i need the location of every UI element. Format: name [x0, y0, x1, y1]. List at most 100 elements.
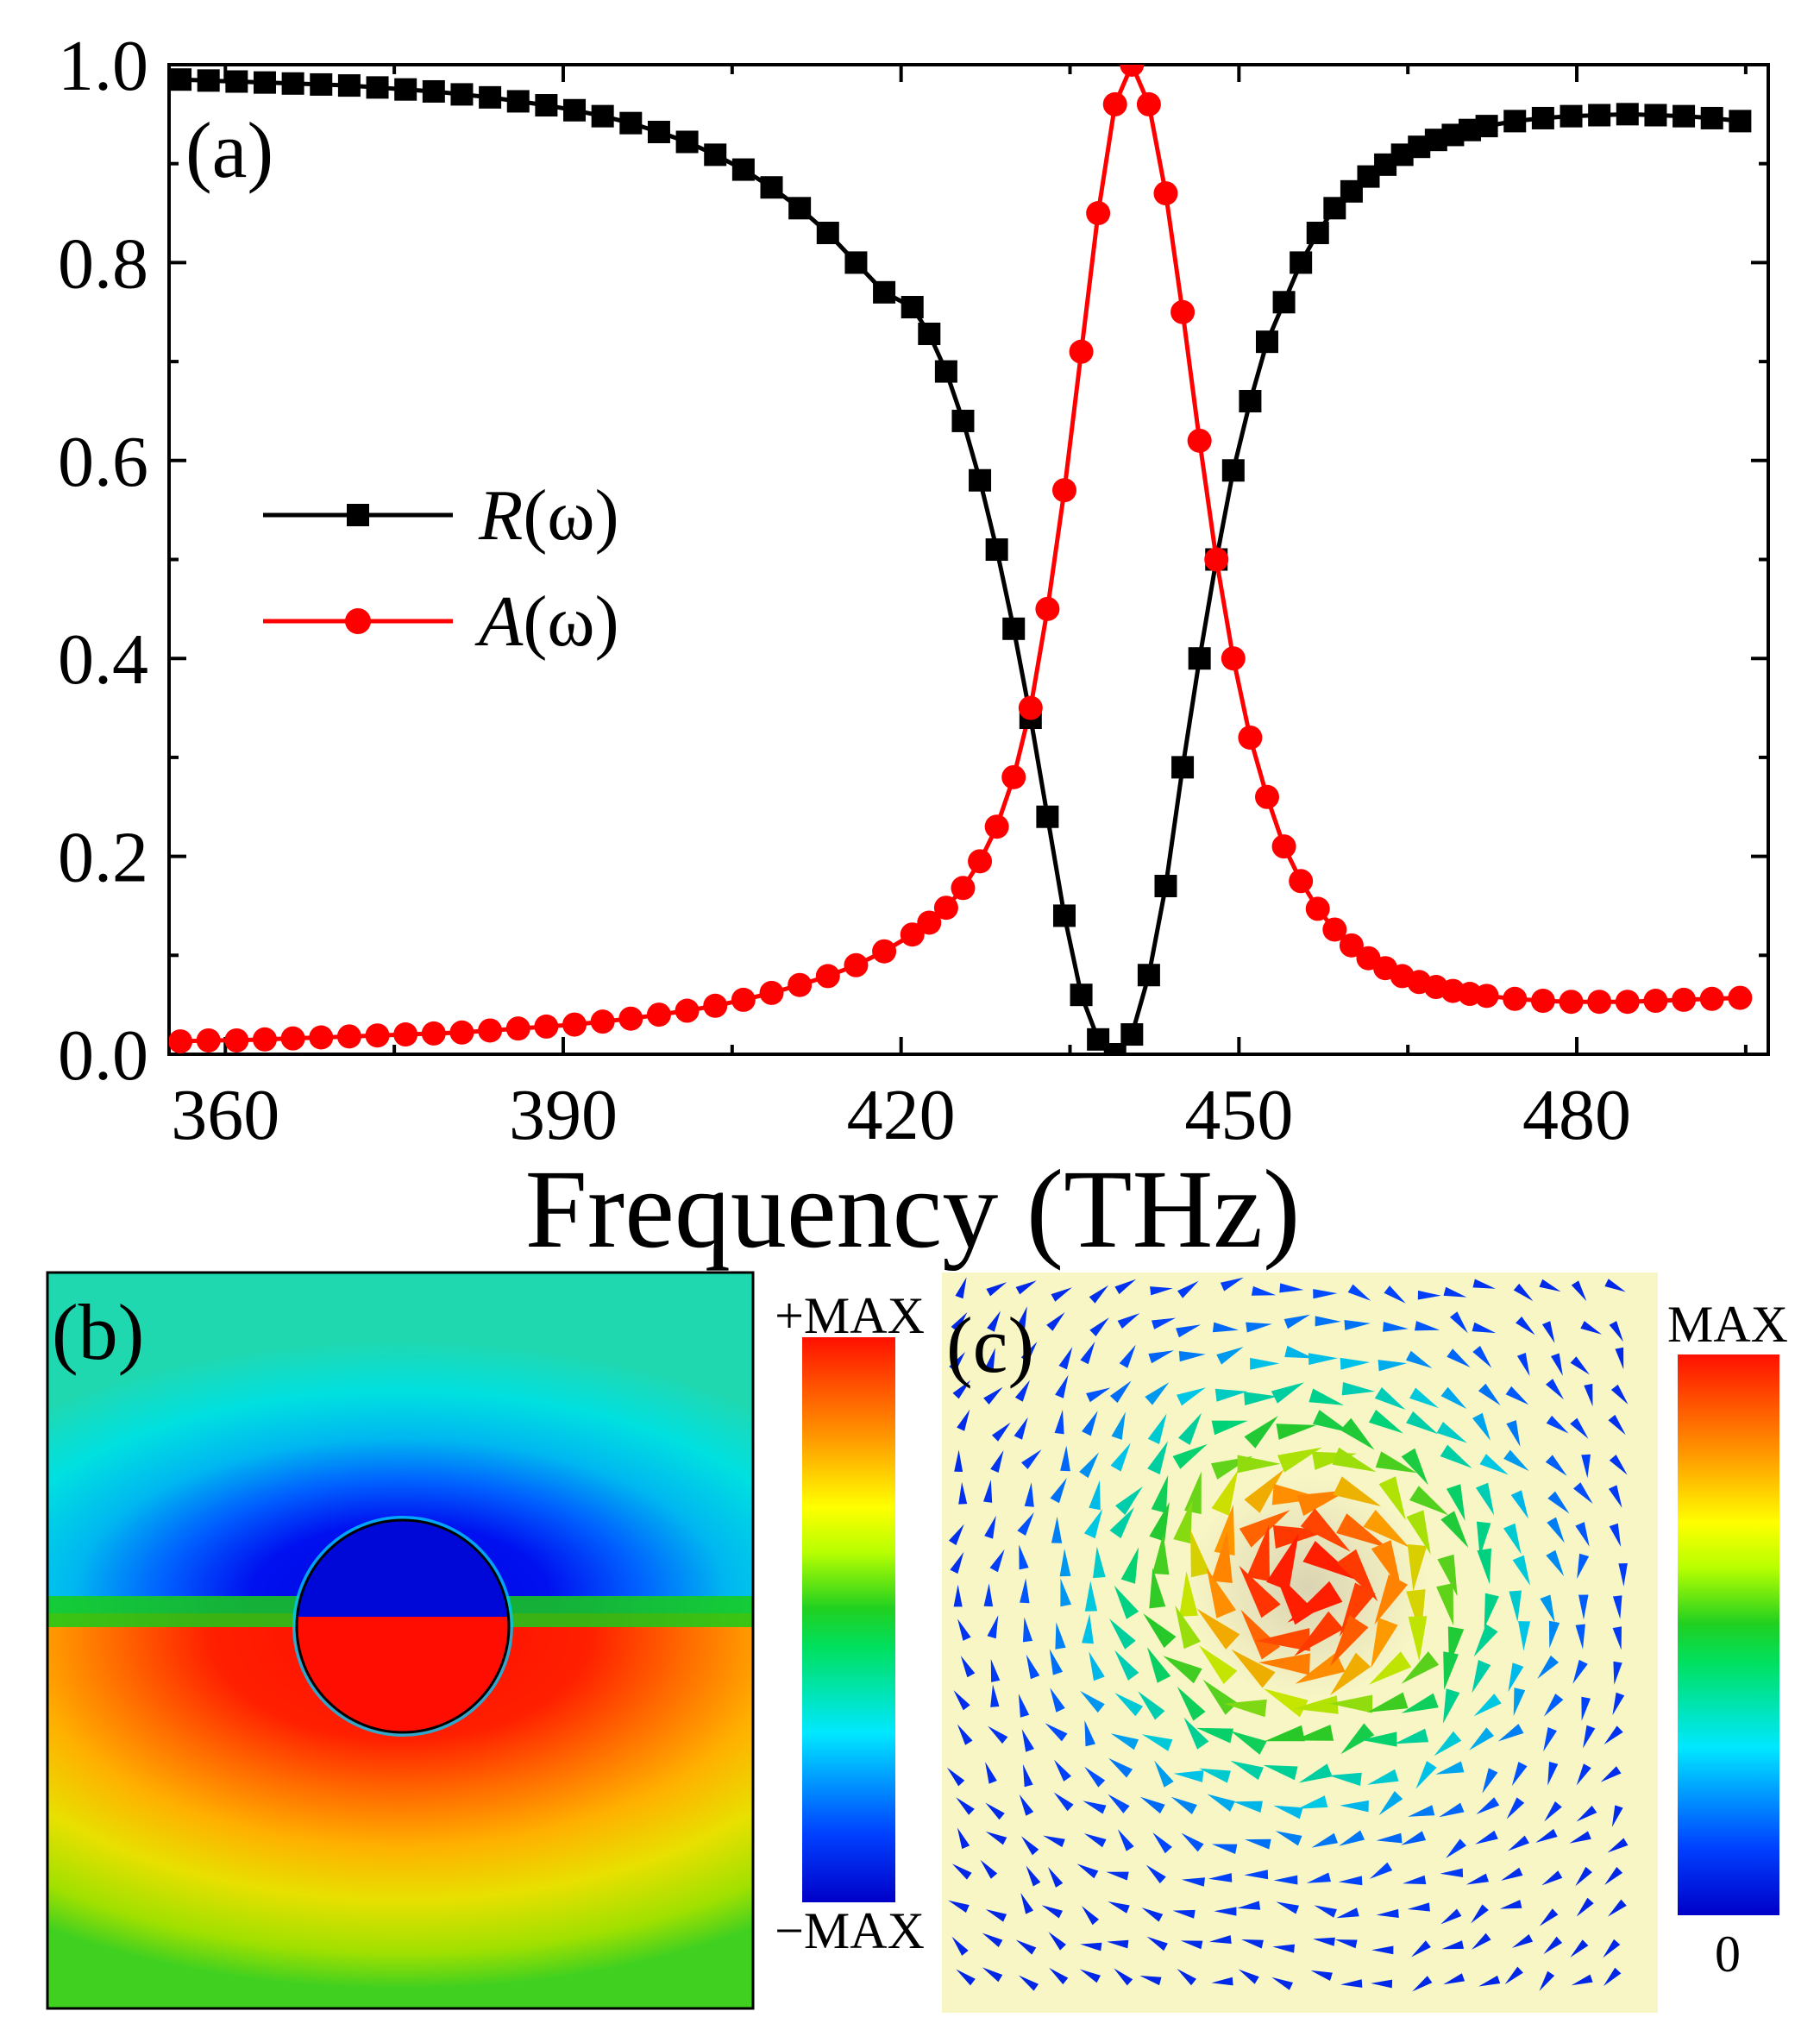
data-point-r: [1137, 964, 1160, 987]
field-arrow: [1045, 1723, 1068, 1742]
field-arrow: [1330, 1615, 1369, 1667]
field-arrow: [1230, 1760, 1264, 1781]
data-point-r: [1070, 984, 1093, 1007]
field-arrow: [1473, 1624, 1498, 1657]
particle-outline: [295, 1518, 511, 1734]
field-arrow: [1258, 1653, 1310, 1675]
data-point-a: [968, 849, 993, 874]
field-arrow: [1378, 1791, 1403, 1816]
field-arrow: [985, 1831, 1007, 1845]
data-point-a: [1254, 784, 1279, 809]
field-arrow: [1048, 1867, 1064, 1888]
field-arrow: [1139, 1976, 1162, 1986]
field-arrow: [956, 1797, 975, 1815]
field-arrow: [1576, 1763, 1591, 1786]
field-arrow: [1506, 1797, 1525, 1819]
data-point-r: [535, 94, 558, 117]
field-arrow: [1082, 1613, 1094, 1644]
field-arrow: [948, 1900, 970, 1913]
field-arrow: [1610, 1384, 1629, 1405]
field-arrow: [1308, 1353, 1339, 1366]
field-arrow: [1300, 1508, 1351, 1552]
field-arrow: [986, 1282, 1007, 1297]
field-arrow: [949, 1352, 965, 1372]
field-arrow: [1341, 1382, 1375, 1396]
field-arrow: [1503, 1449, 1529, 1472]
field-arrow: [1177, 1387, 1207, 1406]
data-point-r: [1103, 1043, 1127, 1054]
field-arrow: [952, 1380, 971, 1399]
field-arrow: [1055, 1622, 1066, 1650]
data-point-a: [1271, 834, 1296, 859]
field-arrow: [1021, 1729, 1034, 1752]
data-point-a: [1187, 428, 1212, 453]
field-arrow: [1479, 1454, 1509, 1475]
data-point-a: [1559, 990, 1584, 1015]
field-arrow: [990, 1659, 1001, 1682]
field-arrow: [1607, 1838, 1629, 1853]
data-point-r: [506, 90, 530, 113]
field-arrow: [1384, 1285, 1406, 1304]
field-arrow: [1472, 1933, 1491, 1950]
data-point-r: [619, 111, 643, 135]
field-arrow: [1266, 1533, 1299, 1591]
data-point-r: [844, 251, 868, 274]
field-arrow: [1439, 1802, 1465, 1818]
data-point-a: [1069, 339, 1094, 364]
field-arrow: [1371, 1945, 1394, 1955]
field-arrow: [991, 1422, 1011, 1442]
data-point-r: [591, 104, 614, 128]
field-arrow: [1476, 1521, 1491, 1557]
field-arrow: [1080, 1690, 1105, 1713]
field-arrow: [957, 1827, 970, 1850]
field-arrow: [1021, 1449, 1042, 1469]
field-arrow: [1244, 1870, 1269, 1880]
data-point-a: [1615, 990, 1640, 1015]
data-point-r: [1475, 115, 1498, 138]
field-arrow: [1435, 1761, 1465, 1775]
field-arrow: [1019, 1544, 1029, 1570]
field-arrow: [1237, 1455, 1281, 1474]
field-arrow: [1546, 1379, 1564, 1400]
field-arrow: [1015, 1280, 1037, 1295]
data-point-r: [1120, 1023, 1144, 1046]
field-arrow: [955, 1277, 967, 1299]
field-arrow: [1084, 1581, 1098, 1612]
field-arrow: [1368, 1410, 1403, 1434]
field-arrow: [1176, 1324, 1202, 1338]
data-point-r: [1306, 221, 1329, 244]
field-arrow: [1117, 1829, 1134, 1851]
field-arrow: [1505, 1386, 1529, 1405]
field-arrow: [1497, 1724, 1524, 1742]
field-arrow: [1569, 1831, 1591, 1844]
field-arrow: [1575, 1624, 1585, 1650]
field-arrow: [1230, 1731, 1267, 1755]
data-point-r: [366, 76, 389, 99]
field-arrow: [1401, 1693, 1439, 1713]
field-arrow: [953, 1584, 963, 1607]
field-arrow: [1093, 1546, 1106, 1579]
colorbar-b-top-label: +MAX: [775, 1287, 925, 1344]
field-arrow: [1145, 1864, 1166, 1884]
data-point-r: [225, 70, 248, 93]
field-arrow: [1154, 1760, 1174, 1788]
field-arrow: [1055, 1374, 1069, 1398]
data-point-r: [253, 71, 276, 94]
data-point-a: [224, 1028, 249, 1053]
y-tick-label: 0.0: [58, 1015, 148, 1096]
data-point-a: [1035, 596, 1060, 621]
field-arrow: [1283, 1314, 1310, 1329]
field-arrow: [1415, 1761, 1437, 1789]
data-point-a: [196, 1028, 221, 1053]
data-point-a: [590, 1009, 615, 1034]
field-arrow: [1114, 1968, 1133, 1986]
field-arrow: [1401, 1448, 1428, 1486]
field-arrow: [1294, 1611, 1344, 1656]
field-arrow: [1214, 1388, 1248, 1402]
data-point-r: [704, 143, 727, 167]
data-point-r: [760, 176, 783, 199]
data-point-a: [1587, 990, 1612, 1015]
data-point-a: [917, 910, 942, 935]
field-arrow: [1020, 1836, 1039, 1856]
data-point-a: [252, 1027, 277, 1052]
